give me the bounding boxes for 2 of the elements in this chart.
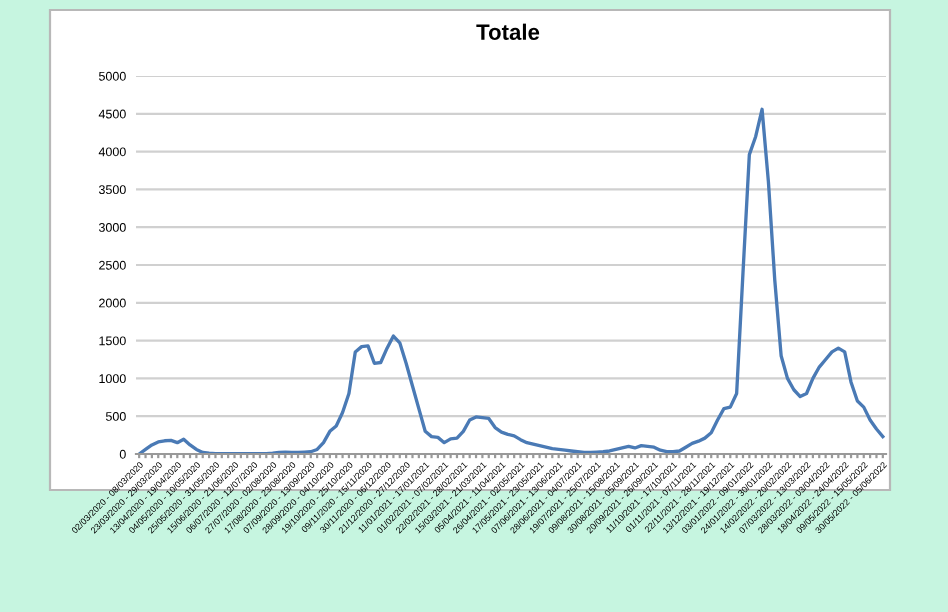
chart-title: Totale [476, 23, 540, 40]
line-series [137, 107, 885, 454]
